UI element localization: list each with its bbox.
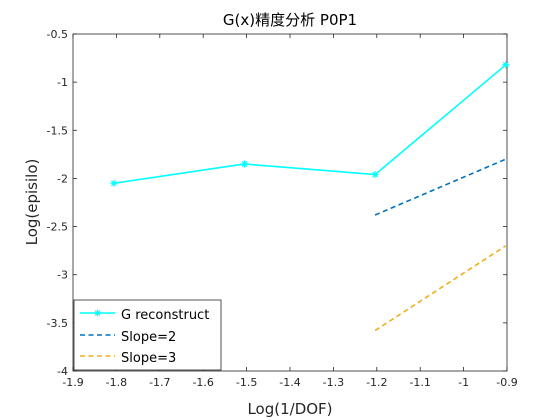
x-tick-label: -1.9: [62, 376, 83, 389]
series-line-0: [113, 64, 507, 185]
data-point-marker: [110, 179, 118, 187]
data-point-marker: [371, 171, 379, 179]
x-tick-label: -1.3: [323, 376, 344, 389]
x-tick-label: -0.9: [496, 376, 517, 389]
y-tick-label: -3.5: [47, 317, 68, 330]
y-tick-label: -2: [57, 172, 68, 185]
data-point-marker: [240, 160, 248, 168]
y-tick-label: -0.5: [47, 28, 68, 41]
x-tick-label: -1.7: [149, 376, 170, 389]
series-layer: [110, 61, 510, 332]
y-tick-label: -3: [57, 269, 68, 282]
legend-label-slope-3: Slope=3: [121, 351, 176, 366]
legend: G reconstruct Slope=2 Slope=3: [73, 299, 222, 371]
x-tick-label: -1.8: [106, 376, 127, 389]
x-ticks: -1.9 -1.8 -1.7 -1.6 -1.5 -1.4 -1.3 -1.2 -1.1 -1 -0…: [62, 34, 518, 389]
chart-title: G(x)精度分析 P0P1: [223, 11, 357, 29]
legend-label-g-reconstruct: G reconstruct: [121, 308, 209, 323]
y-tick-label: -1.5: [47, 124, 68, 137]
legend-marker: [94, 309, 101, 317]
x-tick-label: -1.5: [236, 376, 257, 389]
x-tick-label: -1: [458, 376, 469, 389]
data-point-marker: [502, 61, 510, 69]
x-tick-label: -1.1: [409, 376, 430, 389]
y-ticks: -4 -3.5 -3 -2.5 -2 -1.5 -1 -0.5: [47, 28, 507, 378]
x-tick-label: -1.6: [192, 376, 213, 389]
series-line-2: [374, 245, 507, 332]
y-tick-label: -4: [57, 365, 68, 378]
y-tick-label: -2.5: [47, 221, 68, 234]
legend-label-slope-2: Slope=2: [121, 330, 176, 345]
x-axis-label: Log(1/DOF): [247, 400, 332, 418]
legend-swatches: [80, 309, 115, 357]
y-axis-label: Log(episilo): [23, 159, 41, 246]
x-tick-label: -1.4: [279, 376, 300, 389]
x-tick-label: -1.2: [366, 376, 387, 389]
y-tick-label: -1: [57, 76, 68, 89]
series-line-1: [374, 158, 507, 216]
